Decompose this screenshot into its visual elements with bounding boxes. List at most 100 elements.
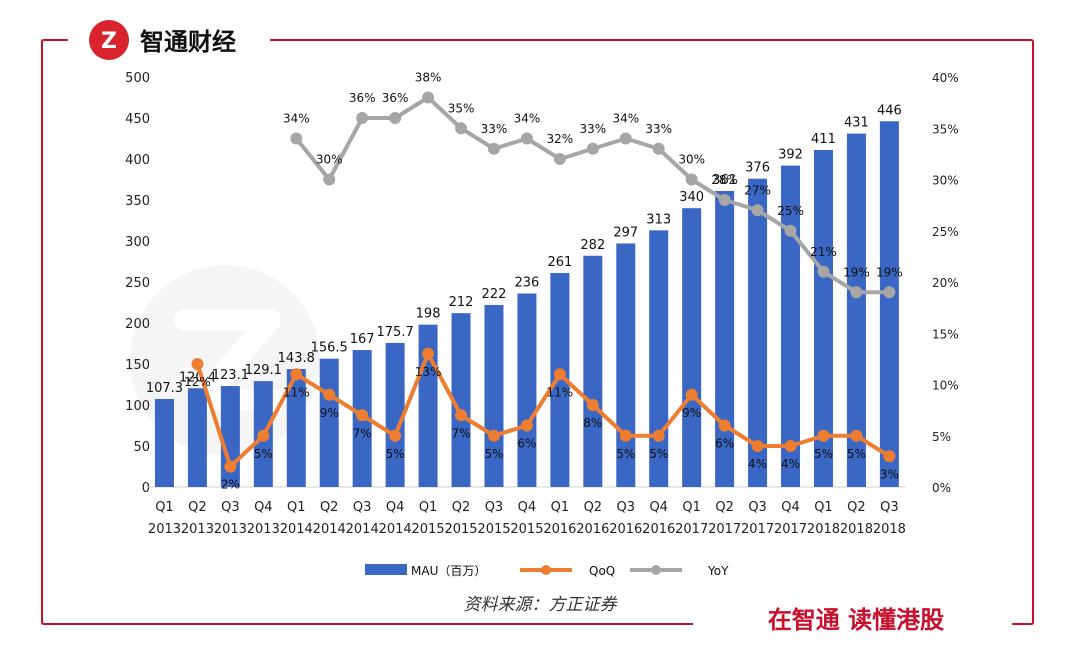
qoq-point [718,419,731,432]
x-tick-quarter: Q3 [485,500,504,515]
qoq-label: 3% [880,467,899,481]
yoy-label: 34% [612,112,639,126]
mau-bar [484,304,504,487]
source-note: 资料来源：方正证券 [464,595,619,615]
mau-bar [715,190,735,488]
qoq-point [553,368,566,381]
mau-bar-label: 392 [778,148,803,163]
mau-bar [286,369,306,487]
mau-bar [781,165,801,487]
yoy-point [520,132,533,145]
yoy-label: 27% [744,183,771,197]
yoy-point [685,173,698,186]
right-axis-tick: 25% [932,225,959,239]
mau-bar [879,121,899,487]
x-tick-quarter: Q2 [847,500,866,515]
logo-letter: Z [101,29,117,54]
mau-bar [748,178,768,487]
mau-bar-label: 143.8 [278,351,315,366]
mau-bar [682,208,702,487]
frame-border [41,39,1034,625]
right-axis-tick: 30% [932,174,959,188]
x-tick-year: 2016 [609,522,642,537]
yoy-label: 33% [645,122,672,136]
qoq-point [487,429,500,442]
qoq-point [356,409,369,422]
mau-bar-label: 446 [877,103,902,118]
qoq-point [850,429,863,442]
x-tick-quarter: Q4 [518,500,537,515]
yoy-point [817,265,830,278]
x-tick-year: 2015 [412,522,445,537]
x-tick-quarter: Q2 [188,500,207,515]
left-axis-tick: 300 [125,235,150,250]
mau-bar-label: 313 [646,212,671,227]
mau-bar [583,255,603,487]
mau-bar-label: 212 [449,295,474,310]
mau-bar-label: 107.3 [146,381,183,396]
x-tick-year: 2016 [576,522,609,537]
x-tick-quarter: Q3 [221,500,240,515]
right-axis-tick: 5% [932,430,951,444]
x-tick-year: 2017 [741,522,774,537]
qoq-point [520,419,533,432]
yoy-label: 33% [579,122,606,136]
mau-bar [649,230,669,487]
qoq-label: 5% [847,447,866,461]
qoq-label: 4% [781,457,800,471]
x-tick-year: 2013 [181,522,214,537]
qoq-label: 7% [353,426,372,440]
x-tick-year: 2017 [708,522,741,537]
yoy-label: 36% [349,91,376,105]
x-tick-quarter: Q3 [748,500,767,515]
mau-bar [517,293,537,487]
qoq-point [389,429,402,442]
brand-slogan: 在智通 读懂港股 [768,606,944,634]
mau-bar-label: 129.1 [245,363,282,378]
mau-bar-label: 123.1 [212,368,249,383]
qoq-point [652,429,665,442]
qoq-label: 6% [517,437,536,451]
qoq-label: 5% [254,447,273,461]
right-axis-tick: 15% [932,327,959,341]
yoy-point [883,286,896,299]
legend-label-mau: MAU（百万） [411,564,486,578]
yoy-point [784,224,797,237]
qoq-label: 4% [748,457,767,471]
left-axis-tick: 250 [125,276,150,291]
mau-bar [319,358,339,487]
left-axis-tick: 50 [133,440,150,455]
qoq-point [224,460,237,473]
yoy-point [323,173,336,186]
yoy-label: 25% [777,204,804,218]
x-tick-year: 2013 [247,522,280,537]
x-tick-year: 2015 [510,522,543,537]
qoq-point [751,440,764,452]
mau-bar-label: 198 [416,307,441,322]
left-axis-tick: 400 [125,153,150,168]
qoq-label: 11% [547,385,574,399]
right-axis-tick: 10% [932,379,959,393]
mau-bar-label: 431 [844,116,869,131]
frame-right-line [270,39,1034,625]
left-axis-tick: 150 [125,358,150,373]
yoy-label: 33% [481,122,508,136]
qoq-point [784,440,797,452]
mau-bar-label: 175.7 [377,325,414,340]
mau-bar-label: 297 [613,225,638,240]
qoq-point [257,429,270,442]
x-tick-quarter: Q2 [452,500,471,515]
mau-bar-label: 376 [745,161,770,176]
mau-bar [451,313,471,487]
yoy-label: 32% [547,132,574,146]
yoy-label: 19% [876,265,903,279]
yoy-label: 38% [415,71,442,85]
qoq-line [195,351,891,469]
qoq-label: 6% [715,437,734,451]
yoy-label: 35% [448,101,475,115]
mau-bar-label: 167 [350,332,375,347]
legend: MAU（百万） QoQ YoY [365,564,729,578]
yoy-label: 34% [514,112,541,126]
qoq-point [455,409,468,422]
x-tick-year: 2014 [313,522,346,537]
